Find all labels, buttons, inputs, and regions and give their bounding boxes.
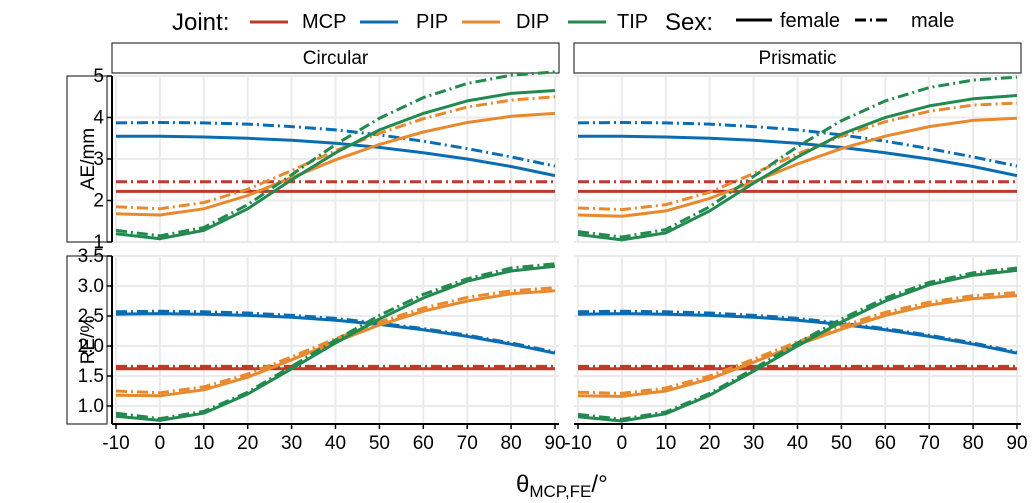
x-tick-label: 0 — [617, 433, 628, 454]
x-tick-label: 60 — [413, 433, 434, 454]
legend-label-pip: PIP — [416, 11, 448, 33]
legend-label-mcp: MCP — [302, 11, 346, 33]
x-tick-label: 40 — [787, 433, 808, 454]
row-label-re: RE/% — [78, 316, 99, 365]
series-dip-male — [115, 286, 556, 395]
series-pip-female — [116, 134, 556, 178]
x-tick-label: 70 — [919, 433, 940, 454]
y-tick-label: 1.0 — [78, 396, 104, 417]
x-tick-label: -10 — [564, 433, 591, 454]
y-tick-label: 4 — [93, 108, 104, 129]
x-tick-label: 10 — [655, 433, 676, 454]
facet-label-circular: Circular — [303, 48, 369, 69]
series-pip-male — [115, 309, 556, 354]
series-tip-female — [115, 89, 556, 241]
plot-area: Circular Prismatic AE/mm RE/% 1 2 3 4 5 1.0 1.5 2.0… — [66, 42, 1028, 454]
y-tick-label: 1 — [93, 232, 104, 253]
row-strip-re — [66, 255, 108, 425]
y-tick-label: 2.5 — [78, 306, 104, 327]
legend-label-female: female — [780, 10, 840, 32]
x-tick-label: -10 — [102, 433, 129, 454]
x-axis-label-subscript: MCP,FE — [529, 482, 591, 501]
series-tip-male — [115, 262, 556, 421]
x-tick-label: 60 — [875, 433, 896, 454]
y-tick-label: 5 — [93, 66, 104, 87]
x-tick-label: 40 — [325, 433, 346, 454]
row-strip-ae-mm — [66, 75, 108, 243]
series-dip-male — [577, 101, 1018, 212]
x-tick-label: 30 — [281, 433, 302, 454]
legend-label-male: male — [911, 10, 954, 32]
series-tip-male — [577, 75, 1018, 239]
series-dip-female — [115, 111, 556, 217]
y-tick-label: 1.5 — [78, 366, 104, 387]
panel-ae-mm-circular: 1 2 3 4 5 — [93, 66, 559, 253]
x-axis-label-unit: /° — [591, 471, 607, 498]
series-tip-male — [115, 70, 556, 238]
y-tick-label: 2 — [93, 191, 104, 212]
series-pip-male — [577, 309, 1018, 354]
legend-joint-title: Joint: — [172, 9, 229, 36]
series-dip-male — [115, 95, 556, 211]
series-tip-female — [577, 268, 1018, 423]
series-dip-male — [577, 291, 1018, 395]
series-tip-male — [577, 266, 1018, 421]
x-tick-label: 50 — [831, 433, 852, 454]
x-tick-label: 20 — [699, 433, 720, 454]
series-pip-male — [577, 121, 1018, 168]
series-tip-female — [115, 264, 556, 422]
series-pip-female — [578, 134, 1018, 178]
x-tick-label: 20 — [237, 433, 258, 454]
y-tick-label: 3.0 — [78, 276, 104, 297]
row-label-ae-mm: AE/mm — [78, 128, 99, 190]
legend-sexes: female male — [736, 10, 954, 32]
x-tick-label: 80 — [501, 433, 522, 454]
legend-label-tip: TIP — [617, 11, 648, 33]
y-tick-label: 2.0 — [78, 336, 104, 357]
x-tick-label: 80 — [963, 433, 984, 454]
panel-re-circular: 1.0 1.5 2.0 2.5 3.0 3.5 -10 0 10 20 30 40 50 60 70 80 90 — [78, 246, 566, 454]
legend: Joint: MCP PIP DIP TIP Sex: female male — [172, 9, 954, 36]
x-axis-label-main: θ — [516, 471, 529, 498]
x-axis-label: θMCP,FE/° — [516, 471, 608, 501]
x-tick-label: 70 — [457, 433, 478, 454]
y-tick-label: 3 — [93, 149, 104, 170]
legend-label-dip: DIP — [516, 11, 549, 33]
x-tick-label: 0 — [155, 433, 166, 454]
x-tick-label: 30 — [743, 433, 764, 454]
facet-label-prismatic: Prismatic — [758, 48, 836, 69]
panel-ae-mm-prismatic — [574, 75, 1021, 243]
x-tick-label: 10 — [193, 433, 214, 454]
x-tick-label: 50 — [369, 433, 390, 454]
series-tip-female — [577, 94, 1018, 242]
panel-re-prismatic: -10 0 10 20 30 40 50 60 70 80 90 — [564, 255, 1028, 454]
series-pip-male — [115, 121, 556, 168]
facet-strip-prismatic — [573, 42, 1022, 74]
x-tick-label: 90 — [544, 433, 565, 454]
y-tick-label: 3.5 — [78, 246, 104, 267]
series-dip-female — [577, 116, 1018, 218]
legend-joints: MCP PIP DIP TIP — [250, 11, 648, 33]
x-tick-label: 90 — [1006, 433, 1027, 454]
facet-strip-circular — [111, 42, 560, 74]
legend-sex-title: Sex: — [665, 9, 713, 36]
